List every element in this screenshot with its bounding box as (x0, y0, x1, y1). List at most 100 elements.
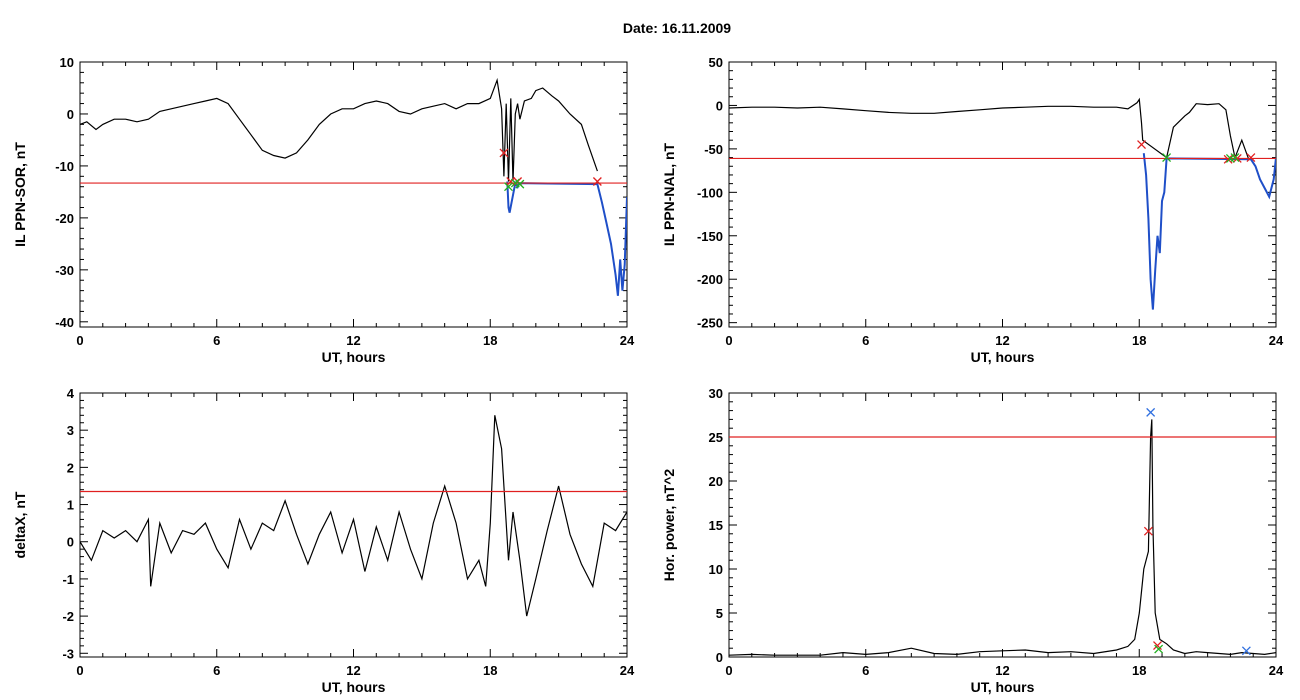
y-tick-label: -30 (55, 263, 74, 278)
x-tick-label: 12 (995, 663, 1009, 678)
x-tick-label: 0 (725, 663, 732, 678)
y-tick-label: -150 (697, 229, 723, 244)
plot-data (80, 77, 627, 296)
x-axis-title: UT, hours (322, 679, 386, 695)
plot-data (729, 407, 1276, 656)
y-tick-label: 4 (67, 386, 75, 401)
y-tick-label: -10 (55, 159, 74, 174)
y-tick-label: 20 (709, 474, 723, 489)
cross-marker (1154, 644, 1164, 654)
cross-stroke (1153, 641, 1162, 651)
y-tick-label: 0 (716, 98, 723, 113)
x-tick-label: 6 (213, 333, 220, 348)
cross-marker (1146, 407, 1156, 417)
cross-marker (1232, 153, 1242, 163)
x-tick-label: 24 (620, 663, 635, 678)
series-line-2 (506, 180, 627, 296)
cross-marker (499, 148, 509, 158)
chart-panel-1: 0 6 12 18 24 -40 -30 -20 -10 0 10 UT, hours IL PPN-S… (12, 55, 635, 365)
y-axis-title: IL PPN-NAL, nT (661, 142, 677, 246)
cross-stroke (1230, 153, 1240, 163)
y-tick-label: 0 (67, 535, 74, 550)
x-axis-title: UT, hours (322, 349, 386, 365)
y-tick-label: 30 (709, 386, 723, 401)
plot-frame (79, 61, 628, 328)
cross-stroke (592, 177, 602, 186)
y-tick-label: -40 (55, 315, 74, 330)
cross-stroke (1162, 153, 1172, 163)
plot-frame (79, 392, 628, 658)
cross-stroke (1146, 407, 1156, 417)
series-line-2 (1142, 153, 1276, 310)
cross-marker (592, 177, 602, 186)
y-tick-label: -1 (62, 572, 74, 587)
x-axis-title: UT, hours (971, 349, 1035, 365)
cross-stroke (506, 177, 516, 186)
cross-stroke (1241, 646, 1251, 656)
x-tick-label: 12 (995, 333, 1009, 348)
y-tick-label: -2 (62, 609, 74, 624)
series-line-1 (729, 97, 1250, 160)
y-tick-label: 3 (67, 423, 74, 438)
cross-stroke (499, 148, 509, 158)
y-tick-label: -250 (697, 316, 723, 331)
x-tick-label: 6 (213, 663, 220, 678)
y-tick-label: -50 (704, 142, 723, 157)
x-tick-label: 0 (76, 663, 83, 678)
y-tick-label: 1 (67, 498, 74, 513)
page-title: Date: 16.11.2009 (623, 20, 731, 36)
cross-stroke (515, 179, 525, 189)
cross-marker (1230, 153, 1240, 163)
y-tick-label: 5 (716, 606, 723, 621)
y-axis-title: deltaX, nT (12, 491, 28, 558)
x-tick-label: 0 (76, 333, 83, 348)
y-axis-title: IL PPN-SOR, nT (12, 142, 28, 247)
x-tick-label: 24 (1269, 333, 1284, 348)
cross-stroke (1232, 153, 1242, 163)
x-tick-label: 18 (483, 333, 497, 348)
series-line-1 (80, 77, 598, 182)
y-tick-label: 15 (709, 518, 723, 533)
cross-marker (1143, 526, 1153, 536)
y-axis-title: Hor. power, nT^2 (661, 469, 677, 582)
y-tick-label: 2 (67, 460, 74, 475)
y-tick-label: -100 (697, 185, 723, 200)
y-tick-label: 10 (709, 562, 723, 577)
cross-stroke (1137, 140, 1146, 150)
x-tick-label: 12 (346, 333, 360, 348)
y-tick-label: 0 (67, 107, 74, 122)
cross-stroke (504, 182, 513, 192)
cross-marker (1241, 646, 1251, 656)
y-tick-label: 25 (709, 430, 723, 445)
cross-marker (1137, 140, 1146, 150)
cross-marker (515, 179, 525, 189)
y-tick-label: -3 (62, 646, 74, 661)
cross-marker (1223, 154, 1233, 164)
cross-marker (1246, 153, 1256, 163)
x-tick-label: 18 (1132, 333, 1146, 348)
x-tick-label: 0 (725, 333, 732, 348)
series-line-1 (80, 415, 627, 617)
x-tick-label: 24 (620, 333, 635, 348)
x-tick-label: 6 (862, 333, 869, 348)
y-tick-label: -20 (55, 211, 74, 226)
plot-data (80, 415, 627, 617)
x-tick-label: 18 (483, 663, 497, 678)
x-tick-label: 6 (862, 663, 869, 678)
cross-stroke (1143, 526, 1153, 536)
cross-marker (1162, 153, 1172, 163)
y-tick-label: 50 (709, 55, 723, 70)
series-line-1 (729, 419, 1276, 656)
cross-stroke (1246, 153, 1256, 163)
chart-panel-2: 0 6 12 18 24 -250 -200 -150 -100 -50 0 50 UT, hours I… (661, 55, 1284, 365)
plot-frame (728, 61, 1277, 328)
x-tick-label: 24 (1269, 663, 1284, 678)
y-tick-label: 10 (60, 55, 74, 70)
plot-frame (728, 392, 1277, 658)
cross-marker (504, 182, 513, 192)
cross-stroke (1154, 644, 1164, 654)
chart-panel-4: 0 6 12 18 24 0 5 10 15 20 25 30 UT, hours Hor. power,… (661, 386, 1284, 695)
